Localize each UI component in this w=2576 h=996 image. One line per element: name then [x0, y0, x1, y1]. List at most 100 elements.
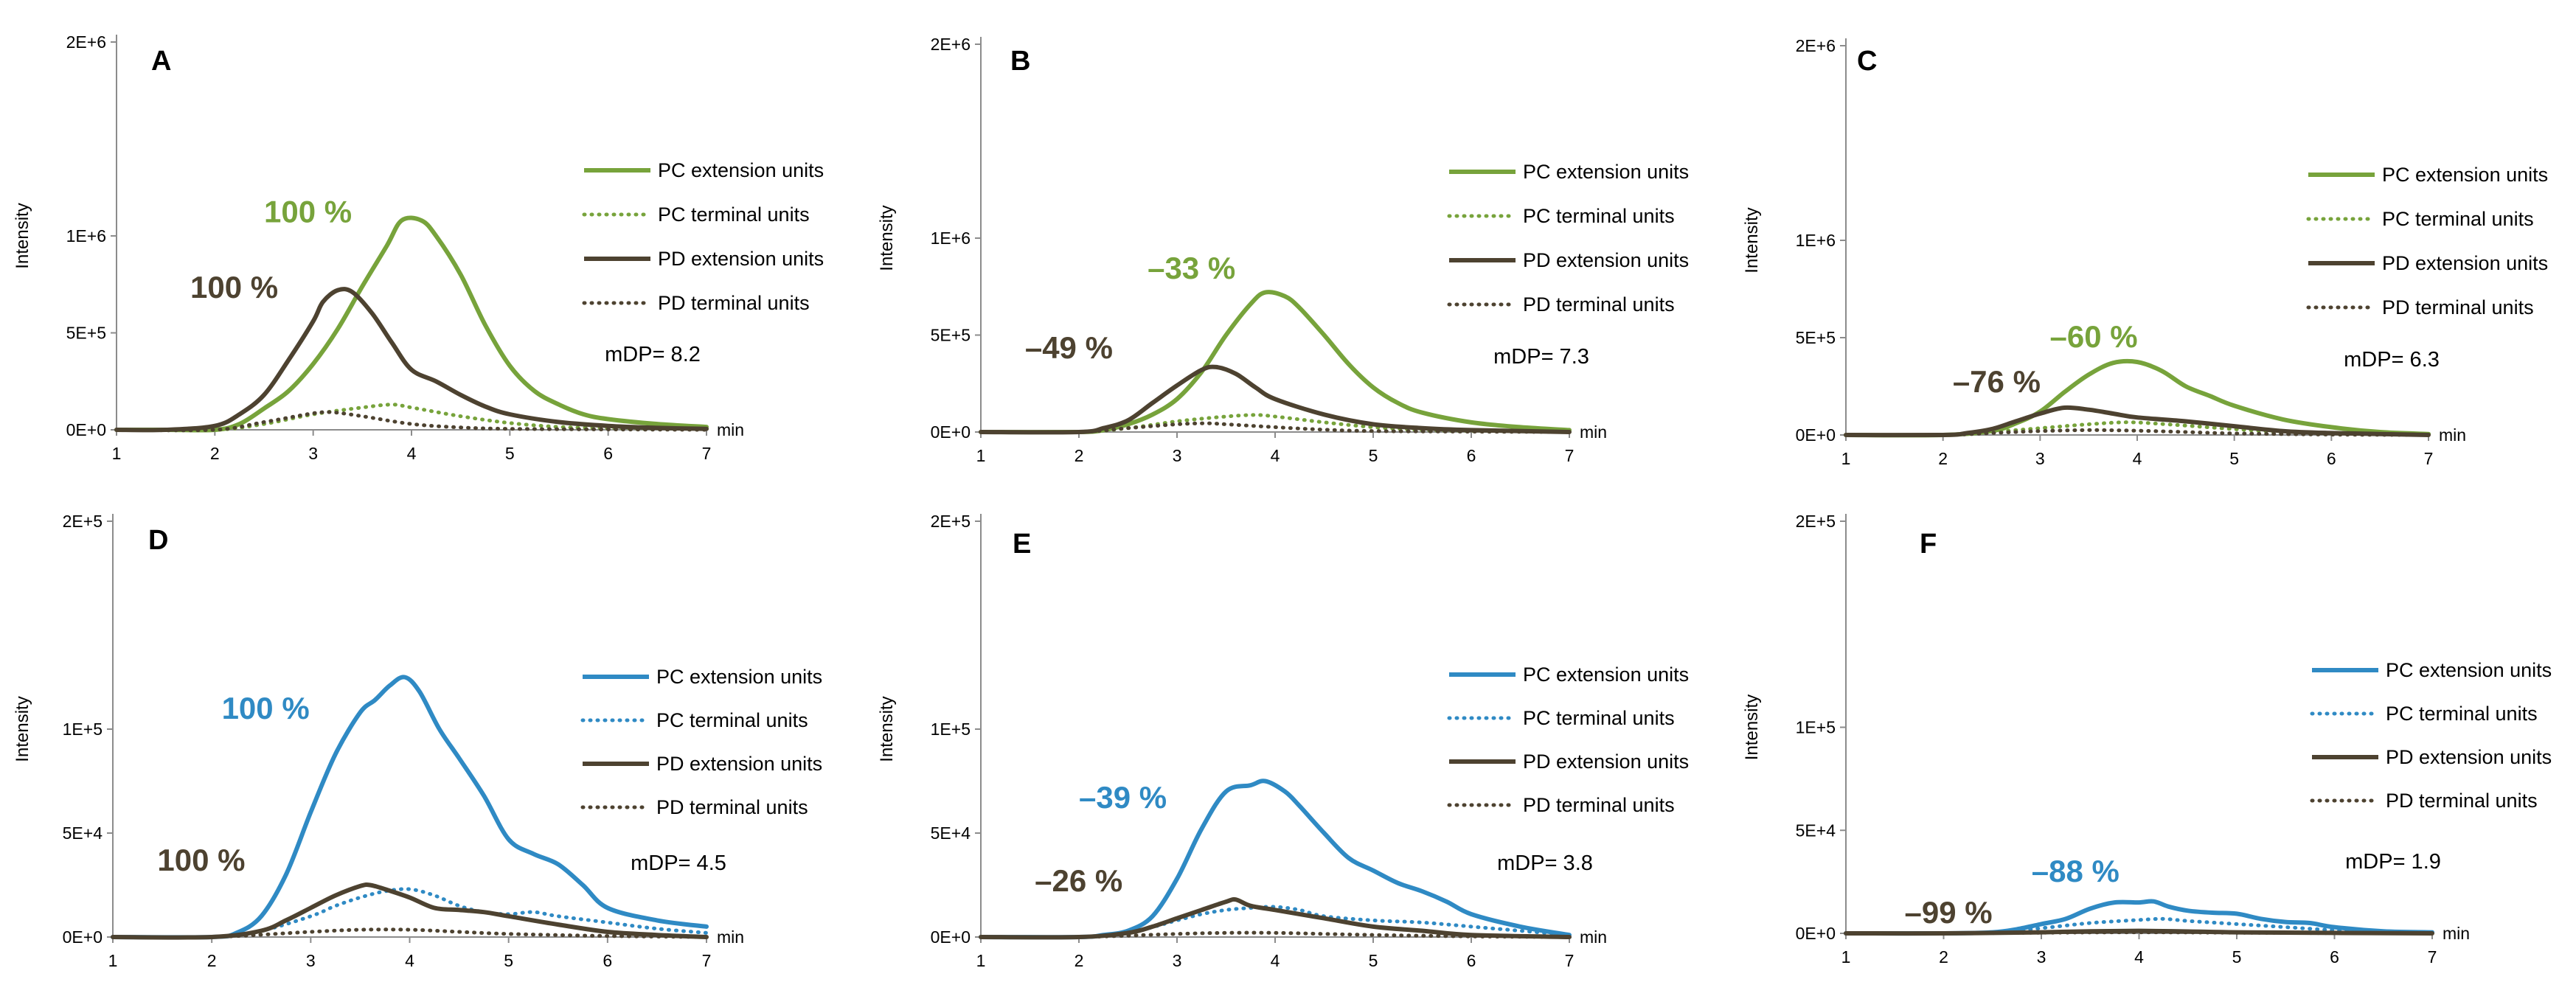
legend-label: PC terminal units — [658, 203, 810, 226]
chart-panel-d: 0E+0 5E+4 1E+5 2E+5 1 2 3 4 5 6 7 min Intensity D PC e… — [13, 512, 822, 970]
x-axis-label: min — [2443, 924, 2470, 943]
panel-letter: D — [148, 525, 168, 556]
y-tick-label: 5E+4 — [63, 823, 103, 843]
x-tick-label: 1 — [976, 446, 986, 465]
y-tick-label: 2E+5 — [931, 512, 971, 531]
legend-label: PD terminal units — [658, 292, 810, 314]
legend-label: PC terminal units — [2386, 703, 2538, 725]
legend-label: PD extension units — [656, 753, 822, 775]
y-tick-label: 1E+6 — [1796, 231, 1836, 250]
percent-annotation: –76 % — [1953, 364, 2041, 399]
x-tick-label: 3 — [306, 951, 316, 970]
x-tick-label: 7 — [2424, 449, 2434, 468]
x-tick-label: 5 — [2229, 449, 2239, 468]
chart-panel-c: 0E+0 5E+5 1E+6 2E+6 1 2 3 4 5 6 7 min Intensity C PC e… — [1742, 36, 2548, 468]
series-line-pd-extension-units — [1844, 405, 2431, 438]
series-line-pc-extension-units — [979, 290, 1572, 435]
percent-annotation: 100 % — [222, 691, 310, 725]
legend-label: PD terminal units — [2382, 296, 2534, 318]
panel-letter: B — [1010, 46, 1030, 77]
y-tick-label: 1E+5 — [1796, 718, 1836, 737]
x-tick-label: 1 — [976, 951, 986, 970]
chart-panel-a: 0E+0 5E+5 1E+6 2E+6 1 2 3 4 5 6 7 min Intensity A PC e… — [13, 32, 824, 463]
x-tick-label: 3 — [2035, 449, 2045, 468]
y-tick-label: 2E+6 — [931, 35, 971, 54]
series-line-pd-extension-units — [114, 287, 709, 433]
y-tick-label: 2E+6 — [1796, 36, 1836, 55]
x-tick-label: 6 — [2330, 947, 2339, 967]
x-tick-label: 4 — [2134, 947, 2144, 967]
percent-annotation: 100 % — [264, 195, 352, 229]
x-axis-label: min — [1580, 927, 1607, 947]
panel-letter: F — [1920, 529, 1937, 560]
legend-label: PD extension units — [1523, 751, 1689, 773]
x-tick-label: 6 — [2327, 449, 2336, 468]
legend-label: PC extension units — [658, 159, 824, 181]
y-tick-label: 1E+5 — [931, 720, 971, 739]
x-tick-label: 4 — [1271, 446, 1280, 465]
legend-label: PC terminal units — [1523, 707, 1675, 729]
x-tick-label: 4 — [1271, 951, 1280, 970]
x-tick-label: 1 — [108, 951, 118, 970]
x-axis-label: min — [2439, 425, 2466, 445]
legend-label: PD extension units — [1523, 249, 1689, 271]
legend-label: PD extension units — [658, 248, 824, 270]
x-tick-label: 1 — [1841, 947, 1851, 967]
y-tick-label: 1E+5 — [63, 720, 103, 739]
x-tick-label: 6 — [603, 444, 613, 463]
series-line-pc-terminal-units — [1844, 420, 2431, 437]
x-tick-label: 2 — [1939, 947, 1948, 967]
x-tick-label: 3 — [308, 444, 318, 463]
y-axis-label: Intensity — [13, 203, 32, 268]
y-axis-label: Intensity — [877, 696, 897, 762]
x-tick-label: 2 — [1075, 951, 1084, 970]
chart-panel-b: 0E+0 5E+5 1E+6 2E+6 1 2 3 4 5 6 7 min Intensity B PC e… — [877, 35, 1689, 465]
mdp-label: mDP= 8.2 — [605, 343, 701, 366]
x-tick-label: 5 — [504, 951, 513, 970]
series-line-pd-terminal-units — [979, 421, 1572, 434]
y-tick-label: 5E+5 — [1796, 328, 1836, 347]
percent-annotation: –39 % — [1079, 780, 1167, 815]
chart-panel-f: 0E+0 5E+4 1E+5 2E+5 1 2 3 4 5 6 7 min Intensity F PC e… — [1742, 512, 2552, 967]
series-line-pc-extension-units — [1844, 358, 2431, 438]
x-tick-label: 6 — [1467, 446, 1476, 465]
x-tick-label: 7 — [1565, 446, 1575, 465]
series-line-pc-extension-units — [114, 215, 709, 433]
series-line-pc-terminal-units — [1844, 916, 2434, 936]
series-line-pd-terminal-units — [111, 927, 709, 940]
series-line-pd-extension-units — [979, 364, 1572, 435]
legend-label: PD terminal units — [1523, 293, 1675, 316]
y-axis-label: Intensity — [877, 205, 897, 271]
x-tick-label: 1 — [112, 444, 122, 463]
y-tick-label: 5E+5 — [66, 324, 106, 343]
series-line-pc-extension-units — [111, 675, 709, 940]
y-tick-label: 5E+4 — [931, 823, 971, 843]
y-tick-label: 2E+5 — [1796, 512, 1836, 531]
y-tick-label: 2E+6 — [66, 32, 106, 52]
x-tick-label: 2 — [1938, 449, 1948, 468]
series-line-pd-terminal-units — [979, 930, 1572, 939]
mdp-label: mDP= 3.8 — [1497, 852, 1593, 875]
x-tick-label: 1 — [1841, 449, 1851, 468]
x-tick-label: 4 — [407, 444, 417, 463]
percent-annotation: –99 % — [1905, 895, 1993, 930]
x-tick-label: 2 — [210, 444, 220, 463]
y-tick-label: 1E+6 — [931, 229, 971, 248]
x-tick-label: 7 — [1565, 951, 1575, 970]
y-tick-label: 0E+0 — [931, 422, 971, 442]
x-tick-label: 5 — [1369, 951, 1378, 970]
y-tick-label: 0E+0 — [66, 420, 106, 439]
y-tick-label: 1E+6 — [66, 226, 106, 245]
x-axis-label: min — [717, 420, 744, 439]
x-tick-label: 4 — [2133, 449, 2142, 468]
x-tick-label: 5 — [1369, 446, 1378, 465]
legend-label: PC terminal units — [656, 709, 808, 731]
y-tick-label: 2E+5 — [63, 512, 103, 531]
percent-annotation: –88 % — [2032, 854, 2120, 888]
panel-letter: A — [151, 46, 171, 77]
chart-panel-e: 0E+0 5E+4 1E+5 2E+5 1 2 3 4 5 6 7 min Intensity E PC e… — [877, 512, 1689, 970]
percent-annotation: 100 % — [157, 843, 245, 877]
percent-annotation: –60 % — [2050, 319, 2138, 354]
y-tick-label: 0E+0 — [931, 927, 971, 947]
y-axis-label: Intensity — [13, 696, 32, 762]
